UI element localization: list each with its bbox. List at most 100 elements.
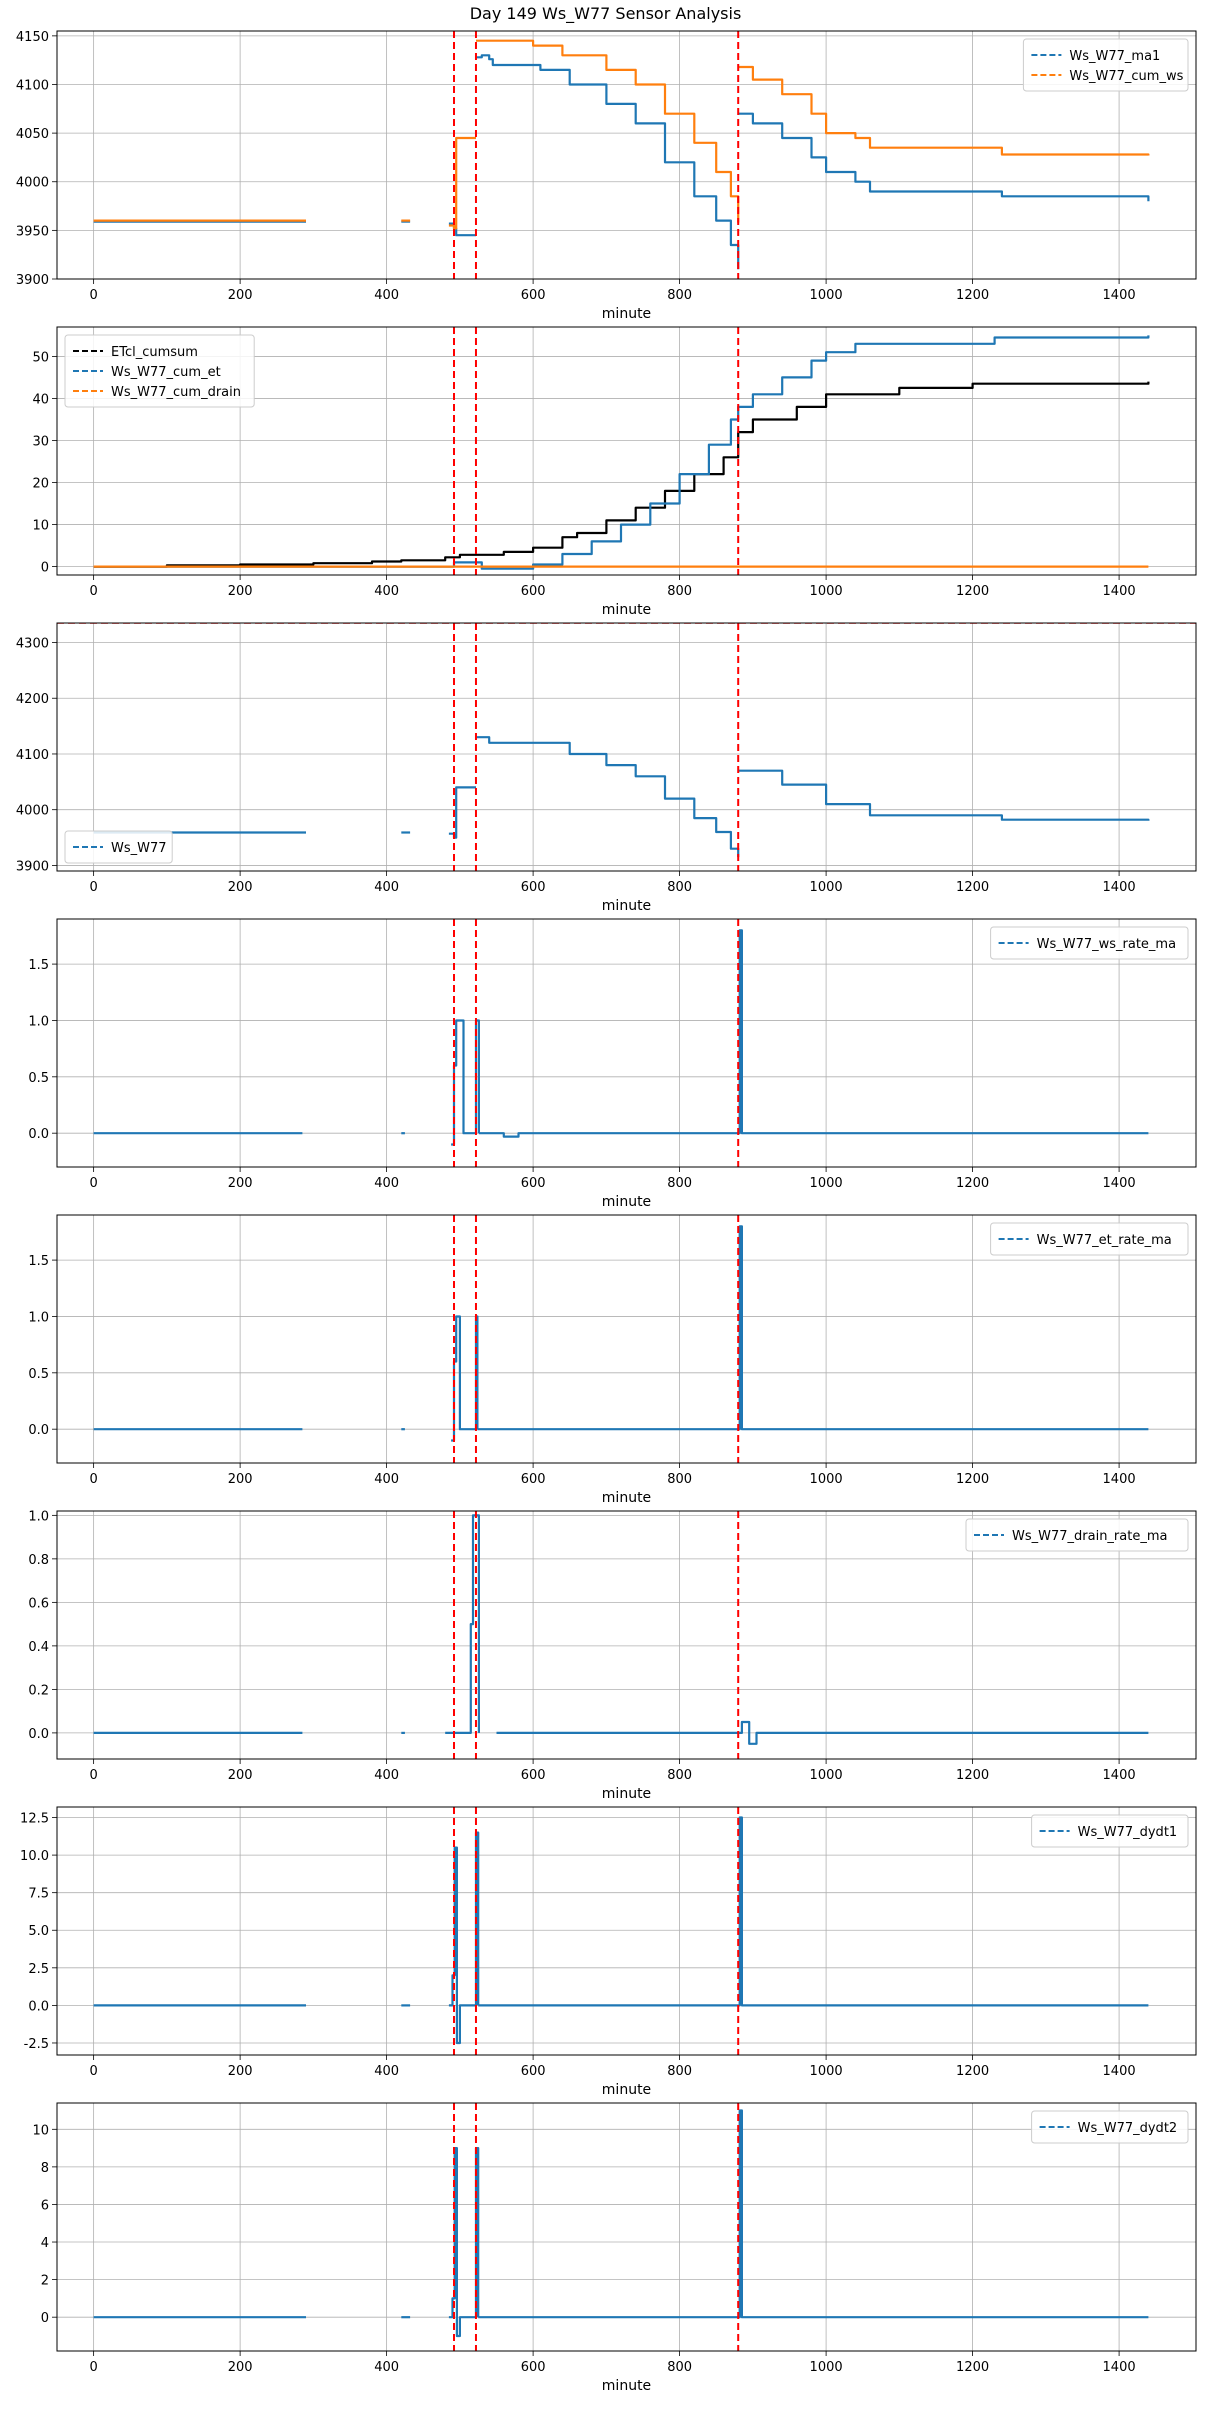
grid: [57, 1807, 1196, 2055]
x-tick-label: 200: [228, 1768, 253, 1783]
y-tick-label: 0.6: [28, 1596, 49, 1611]
axes-frame: [56, 2102, 1197, 2352]
axes-frame: [56, 30, 1197, 280]
y-tick-label: 4100: [16, 78, 49, 93]
x-tick-label: 600: [521, 2064, 546, 2079]
y-tick-label: 7.5: [28, 1887, 49, 1902]
x-tick-label: 600: [521, 584, 546, 599]
legend-label: Ws_W77_dydt2: [1078, 2121, 1178, 2136]
x-axis-label: minute: [602, 1490, 651, 1506]
x-tick-label: 1400: [1103, 2360, 1136, 2375]
y-tick-label: 50: [32, 350, 49, 365]
y-tick-label: 4100: [16, 748, 49, 763]
x-tick-label: 800: [667, 584, 692, 599]
y-tick-label: 12.5: [20, 1812, 49, 1827]
x-tick-label: 0: [89, 2360, 97, 2375]
x-tick-label: 600: [521, 1768, 546, 1783]
chart-panel-3: 0 200 400 600 800 1000 1200 1400 3900 4000 4100 420…: [16, 622, 1197, 914]
x-tick-label: 400: [374, 880, 399, 895]
x-tick-label: 1400: [1103, 1176, 1136, 1191]
figure-title: Day 149 Ws_W77 Sensor Analysis: [469, 4, 742, 23]
x-tick-label: 1400: [1103, 1768, 1136, 1783]
y-tick-label: 1.0: [28, 1509, 49, 1524]
series-line-Ws_W77_dydt1-segment-3: [448, 1831, 480, 2045]
y-tick-label: 4200: [16, 692, 49, 707]
series-line-Ws_W77_ws_rate_ma-segment-3: [451, 1019, 480, 1146]
x-tick-label: 800: [667, 1768, 692, 1783]
y-tick-label: 0: [41, 561, 49, 576]
chart-panel-8: 0 200 400 600 800 1000 1200 1400 0 2 4 6 8 10 minute Ws…: [32, 2102, 1197, 2394]
legend: Ws_W77: [64, 830, 173, 864]
x-tick-label: 0: [89, 288, 97, 303]
x-tick-label: 800: [667, 880, 692, 895]
x-tick-label: 1200: [956, 1768, 989, 1783]
x-tick-label: 0: [89, 584, 97, 599]
x-axis-label: minute: [602, 1194, 651, 1210]
y-tick-label: 6: [41, 2198, 49, 2213]
chart-panel-5: 0 200 400 600 800 1000 1200 1400 0.0 0.5 1.0 1.5 min…: [28, 1214, 1197, 1506]
x-tick-label: 200: [228, 288, 253, 303]
legend-label: ETcl_cumsum: [111, 345, 198, 360]
x-tick-label: 0: [89, 880, 97, 895]
x-tick-label: 1000: [810, 880, 843, 895]
y-tick-label: 0.5: [28, 1367, 49, 1382]
y-tick-label: 0.0: [28, 1423, 49, 1438]
x-axis-label: minute: [602, 2082, 651, 2098]
chart-panel-2: 0 200 400 600 800 1000 1200 1400 0 10 20 30 40 50 minu…: [32, 326, 1197, 618]
legend-label: Ws_W77_dydt1: [1078, 1825, 1178, 1840]
x-axis-label: minute: [602, 1786, 651, 1802]
y-tick-label: 0.8: [28, 1553, 49, 1568]
x-tick-label: 1000: [810, 1768, 843, 1783]
y-tick-label: 1.0: [28, 1310, 49, 1325]
x-tick-label: 1400: [1103, 288, 1136, 303]
x-tick-label: 200: [228, 2064, 253, 2079]
x-axis-label: minute: [602, 306, 651, 322]
x-tick-label: 1200: [956, 1176, 989, 1191]
x-tick-label: 400: [374, 2360, 399, 2375]
y-tick-label: 0.0: [28, 1727, 49, 1742]
x-tick-label: 600: [521, 1176, 546, 1191]
series-line-Ws_W77_cum_et-segment-1: [93, 335, 1150, 570]
y-tick-label: 4000: [16, 176, 49, 191]
x-tick-label: 1000: [810, 584, 843, 599]
x-tick-label: 600: [521, 288, 546, 303]
x-tick-label: 1400: [1103, 880, 1136, 895]
x-tick-label: 200: [228, 2360, 253, 2375]
grid: [57, 2103, 1196, 2351]
axes-frame: [56, 326, 1197, 576]
legend: Ws_W77_drain_rate_ma: [965, 1518, 1189, 1552]
grid: [57, 623, 1196, 871]
x-tick-label: 400: [374, 1768, 399, 1783]
y-tick-label: 40: [32, 392, 49, 407]
y-tick-label: 2: [41, 2274, 49, 2289]
series-line-Ws_W77_drain_rate_ma-segment-4: [496, 1720, 1149, 1745]
x-tick-label: 800: [667, 1176, 692, 1191]
x-tick-label: 1000: [810, 2360, 843, 2375]
x-tick-label: 400: [374, 1472, 399, 1487]
series-line-Ws_W77-segment-3: [448, 786, 476, 839]
axes-frame: [56, 1214, 1197, 1464]
legend: Ws_W77_dydt2: [1031, 2110, 1189, 2144]
x-tick-label: 400: [374, 1176, 399, 1191]
x-tick-label: 200: [228, 1176, 253, 1191]
x-tick-label: 0: [89, 1472, 97, 1487]
x-tick-label: 600: [521, 1472, 546, 1487]
y-tick-label: 3950: [16, 224, 49, 239]
x-tick-label: 1400: [1103, 2064, 1136, 2079]
y-tick-label: 4300: [16, 637, 49, 652]
x-tick-label: 0: [89, 1176, 97, 1191]
x-tick-label: 0: [89, 1768, 97, 1783]
y-tick-label: 10: [32, 2123, 49, 2138]
y-tick-label: 10.0: [20, 1849, 49, 1864]
y-tick-label: 1.0: [28, 1014, 49, 1029]
y-tick-label: 1.5: [28, 1254, 49, 1269]
legend-label: Ws_W77: [111, 841, 167, 856]
legend: ETcl_cumsum Ws_W77_cum_et Ws_W77_cum_drain: [64, 334, 255, 408]
legend-label: Ws_W77_cum_drain: [111, 385, 241, 400]
x-tick-label: 200: [228, 880, 253, 895]
legend: Ws_W77_et_rate_ma: [990, 1222, 1189, 1256]
x-tick-label: 200: [228, 584, 253, 599]
y-tick-label: 0: [41, 2311, 49, 2326]
x-tick-label: 1200: [956, 2064, 989, 2079]
